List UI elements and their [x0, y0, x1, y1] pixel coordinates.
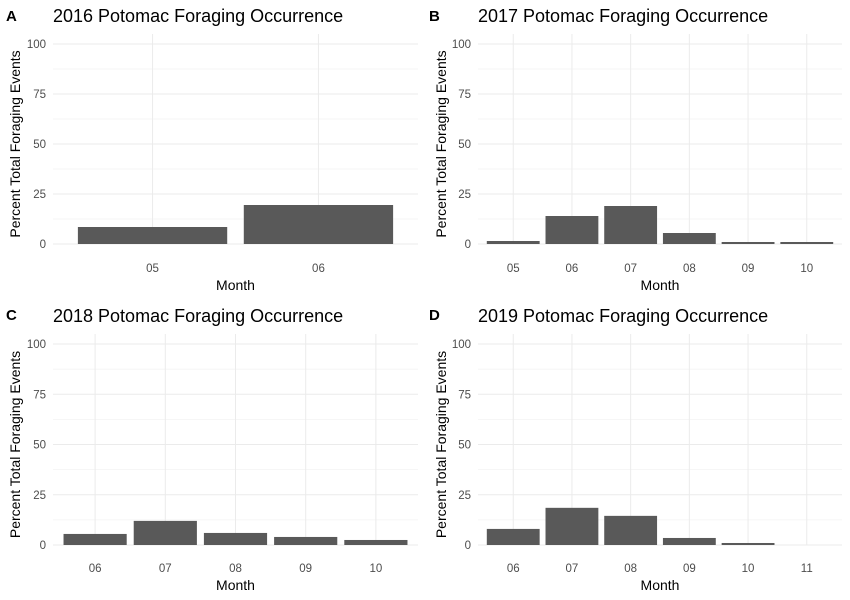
bars — [486, 206, 834, 244]
bar-06 — [63, 533, 127, 545]
x-tick-label: 08 — [229, 563, 242, 575]
y-tick-label: 100 — [27, 39, 46, 51]
y-tick-label: 75 — [33, 389, 46, 401]
y-tick-label: 25 — [33, 490, 46, 502]
x-axis-title: Month — [216, 577, 255, 593]
chart-title: 2018 Potomac Foraging Occurrence — [53, 306, 343, 326]
x-tick-label: 09 — [742, 263, 755, 275]
chart-panel-c: 0 25 50 75 100 06 07 08 09 10 C 2018 Potomac Foragi… — [6, 306, 418, 593]
x-tick-label: 07 — [159, 563, 172, 575]
y-axis-title: Percent Total Foraging Events — [7, 351, 23, 538]
y-tick-label: 75 — [458, 89, 471, 101]
x-tick-label: 06 — [507, 563, 520, 575]
bar-09 — [274, 536, 338, 545]
y-axis-title: Percent Total Foraging Events — [433, 50, 449, 237]
grid — [478, 334, 842, 546]
chart-title: 2016 Potomac Foraging Occurrence — [53, 6, 343, 26]
x-axis-title: Month — [641, 577, 680, 593]
bar-08 — [203, 532, 268, 545]
bar-05 — [77, 227, 228, 244]
x-tick-label: 10 — [742, 563, 755, 575]
bar-06 — [545, 216, 599, 244]
bar-06 — [243, 205, 394, 244]
x-tick-label: 07 — [624, 263, 637, 275]
chart-panel-d: 0 25 50 75 100 06 07 08 09 10 11 D 2019 Potomac Fora… — [429, 306, 842, 593]
y-tick-label: 0 — [465, 540, 471, 552]
y-tick-label: 25 — [458, 490, 471, 502]
y-axis-title: Percent Total Foraging Events — [433, 351, 449, 538]
y-tick-label: 0 — [465, 239, 471, 251]
chart-title: 2017 Potomac Foraging Occurrence — [478, 6, 768, 26]
chart-title: 2019 Potomac Foraging Occurrence — [478, 306, 768, 326]
x-tick-label: 10 — [800, 263, 813, 275]
bar-09 — [721, 242, 775, 244]
y-tick-label: 25 — [33, 189, 46, 201]
x-tick-label: 05 — [146, 263, 159, 275]
x-tick-label: 10 — [369, 563, 382, 575]
y-tick-label: 50 — [33, 139, 46, 151]
panel-letter: B — [429, 8, 440, 25]
y-tick-label: 100 — [27, 339, 46, 351]
bar-08 — [604, 515, 658, 545]
y-tick-label: 25 — [458, 189, 471, 201]
grid — [53, 34, 418, 245]
panel-letter: D — [429, 307, 440, 324]
chart-panel-a: 0 25 50 75 100 05 06 A 2016 Potomac Foraging Occ… — [6, 6, 418, 293]
bars — [77, 205, 394, 244]
x-tick-label: 08 — [683, 263, 696, 275]
bar-10 — [344, 539, 408, 545]
y-tick-label: 0 — [40, 239, 46, 251]
bar-09 — [662, 537, 716, 545]
bar-07 — [133, 520, 197, 545]
grid — [53, 334, 418, 546]
y-tick-label: 75 — [33, 89, 46, 101]
y-axis-title: Percent Total Foraging Events — [7, 50, 23, 237]
panel-letter: A — [6, 8, 17, 25]
x-tick-label: 11 — [801, 563, 813, 575]
x-axis-title: Month — [641, 277, 680, 293]
x-tick-label: 09 — [683, 563, 696, 575]
grid — [478, 34, 842, 245]
bar-10 — [780, 242, 834, 244]
x-tick-label: 06 — [566, 263, 579, 275]
bar-07 — [604, 206, 658, 244]
panel-letter: C — [6, 307, 17, 324]
bar-06 — [486, 528, 540, 545]
y-tick-label: 100 — [452, 339, 471, 351]
x-axis-title: Month — [216, 277, 255, 293]
bar-10 — [721, 542, 775, 545]
x-tick-label: 05 — [507, 263, 520, 275]
y-tick-label: 0 — [40, 540, 46, 552]
y-tick-label: 75 — [458, 389, 471, 401]
x-tick-label: 08 — [624, 563, 637, 575]
x-tick-label: 09 — [299, 563, 312, 575]
bar-07 — [545, 507, 599, 545]
y-tick-label: 50 — [458, 139, 471, 151]
bar-08 — [662, 233, 716, 244]
y-tick-label: 100 — [452, 39, 471, 51]
x-tick-label: 06 — [89, 563, 102, 575]
x-tick-label: 06 — [312, 263, 325, 275]
y-tick-label: 50 — [458, 440, 471, 452]
bars — [486, 507, 775, 545]
bar-05 — [486, 241, 540, 244]
y-tick-label: 50 — [33, 440, 46, 452]
bars — [63, 520, 408, 545]
chart-panel-b: 0 25 50 75 100 05 06 07 08 09 10 B 2017 Potomac Fora… — [429, 6, 842, 293]
x-tick-label: 07 — [566, 563, 579, 575]
